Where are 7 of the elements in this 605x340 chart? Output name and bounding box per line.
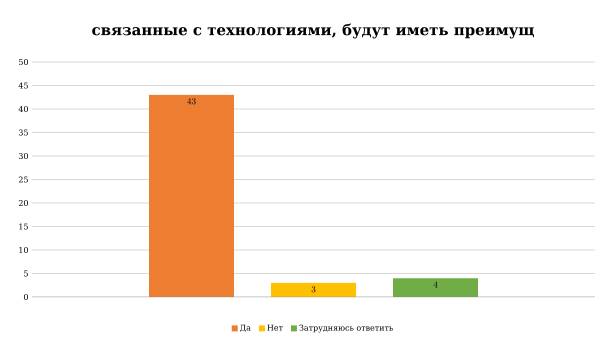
bar (393, 278, 478, 297)
chart-title: связанные с технологиями, будут иметь преимущ (92, 24, 534, 38)
bar (149, 94, 234, 297)
data-label: 3 (312, 286, 316, 292)
data-label: 4 (433, 281, 438, 288)
bar (271, 282, 356, 297)
data-label: 43 (187, 98, 196, 104)
